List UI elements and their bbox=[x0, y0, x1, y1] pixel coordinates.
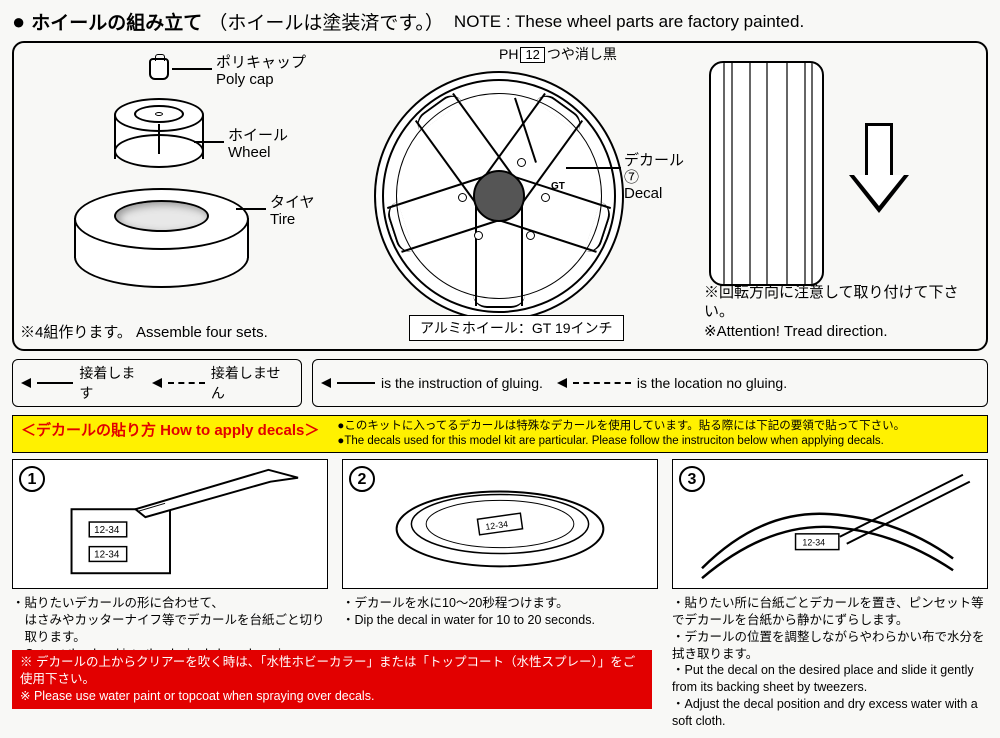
assemble-note: ※4組作ります。 Assemble four sets. bbox=[20, 325, 268, 342]
wheel-hub bbox=[473, 170, 525, 222]
ph-label: PH12つや消し黒 bbox=[499, 47, 617, 63]
water-dish-icon: 12-34 bbox=[343, 460, 657, 588]
title-jp: ホイールの組み立て bbox=[31, 8, 202, 35]
decal-title: ＜デカールの貼り方 How to apply decals＞ bbox=[21, 419, 319, 440]
step-number: 2 bbox=[349, 466, 375, 492]
wheel-caption: アルミホイール：GT 19インチ bbox=[409, 315, 624, 341]
polycap-label: ポリキャップPoly cap bbox=[216, 55, 306, 88]
wheel-cylinder bbox=[114, 98, 204, 168]
tread-view: ※回転方向に注意して取り付けて下さい。 ※Attention! Tread di… bbox=[694, 43, 986, 349]
step-text: デカールを水に10～20秒程つけます。 Dip the decal in wat… bbox=[342, 595, 658, 629]
step-number: 1 bbox=[19, 466, 45, 492]
section-title: ● ホイールの組み立て （ホイールは塗装済です。） NOTE : These w… bbox=[12, 8, 988, 35]
decal-header: ＜デカールの貼り方 How to apply decals＞ ●このキットに入っ… bbox=[12, 415, 988, 453]
step-3: 3 12-34 貼りたい所に台紙ごとデカールを置き、ピンセット等でデカールを台紙… bbox=[672, 459, 988, 730]
exploded-view: ポリキャップPoly cap ホイールWheel タイヤTire ※4組作ります… bbox=[14, 43, 354, 349]
warning-box: デカールの上からクリアーを吹く時は、「水性ホビーカラー」または「トップコート（水… bbox=[12, 650, 652, 709]
title-note: NOTE : These wheel parts are factory pai… bbox=[454, 12, 804, 32]
main-diagram-box: ポリキャップPoly cap ホイールWheel タイヤTire ※4組作ります… bbox=[12, 41, 988, 351]
legend-en: is the instruction of gluing. is the loc… bbox=[312, 359, 988, 407]
tweezers-icon: 12-34 bbox=[673, 460, 987, 588]
svg-text:12-34: 12-34 bbox=[94, 549, 120, 560]
cutter-icon: 12-34 12-34 bbox=[13, 460, 327, 588]
polycap-shape bbox=[149, 58, 169, 80]
svg-text:12-34: 12-34 bbox=[802, 538, 825, 548]
tire-ring bbox=[74, 188, 249, 288]
wheel-label: ホイールWheel bbox=[228, 128, 288, 161]
tread-note: ※回転方向に注意して取り付けて下さい。 ※Attention! Tread di… bbox=[704, 283, 986, 342]
step-number: 3 bbox=[679, 466, 705, 492]
decal-label: デカール⑦Decal bbox=[624, 153, 694, 203]
tire-tread bbox=[709, 61, 824, 286]
svg-text:12-34: 12-34 bbox=[94, 525, 120, 536]
title-paren: （ホイールは塗装済です。） bbox=[208, 8, 444, 35]
gt-decal-text: GT bbox=[551, 181, 565, 192]
wheel-face: GT bbox=[374, 71, 624, 321]
tire-label: タイヤTire bbox=[270, 195, 315, 228]
direction-arrow-icon bbox=[849, 123, 909, 218]
bullet: ● bbox=[12, 9, 25, 35]
legend-jp: 接着します 接着しません bbox=[12, 359, 302, 407]
step-text: 貼りたい所に台紙ごとデカールを置き、ピンセット等でデカールを台紙から静かにずらし… bbox=[672, 595, 988, 730]
legend-row: 接着します 接着しません is the instruction of gluin… bbox=[12, 359, 988, 407]
decal-notes: ●このキットに入ってるデカールは特殊なデカールを使用しています。貼る際には下記の… bbox=[337, 419, 905, 449]
wheel-face-view: PH12つや消し黒 GT デカール⑦Decal bbox=[354, 43, 694, 349]
